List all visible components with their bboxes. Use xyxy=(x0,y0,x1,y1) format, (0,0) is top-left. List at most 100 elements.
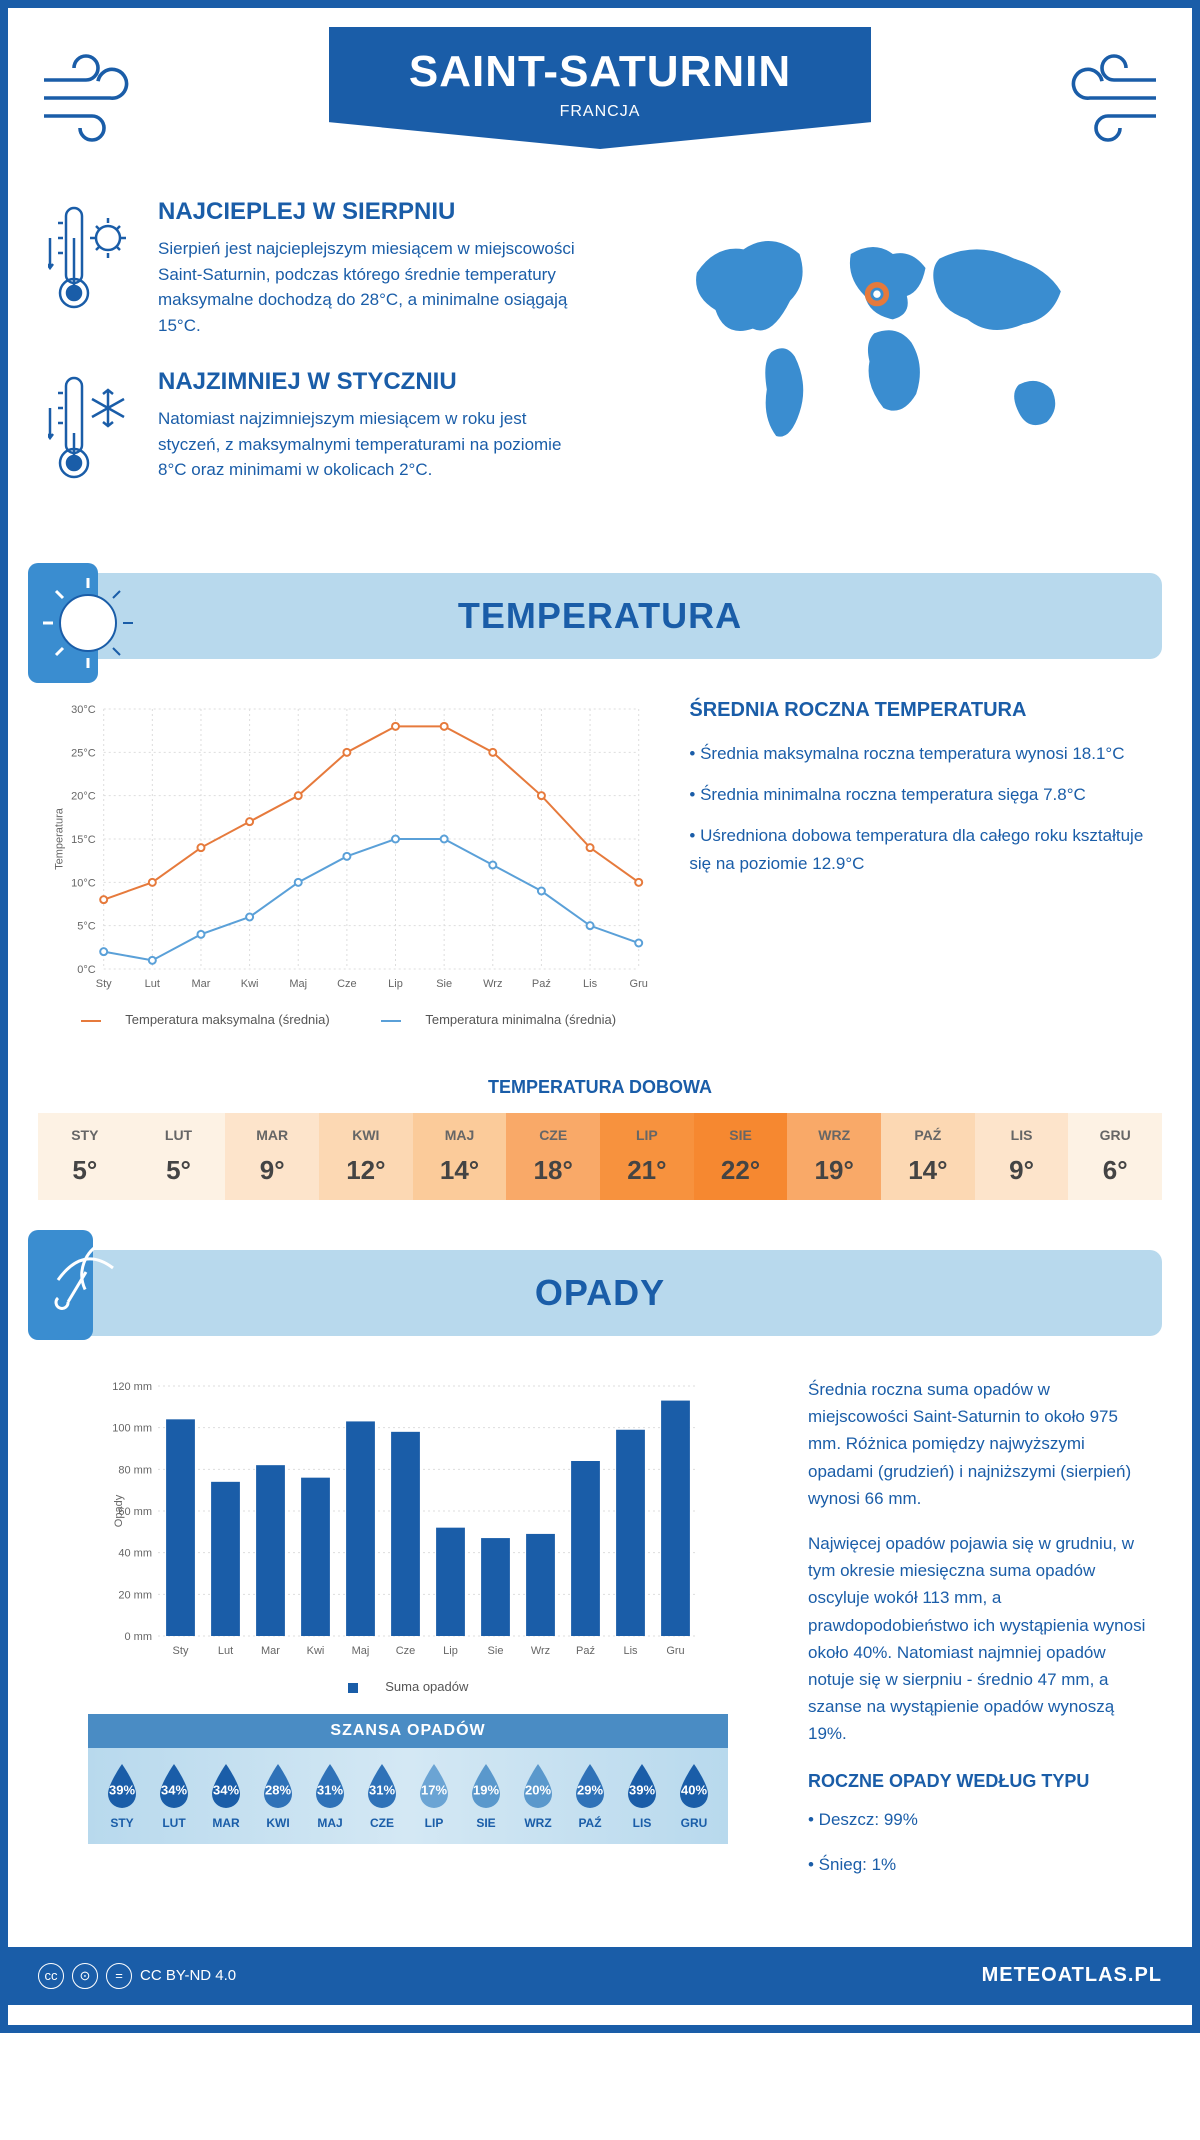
temperature-title: TEMPERATURA xyxy=(60,595,1140,637)
intro-section: NAJCIEPLEJ W SIERPNIU Sierpień jest najc… xyxy=(8,168,1192,553)
svg-text:0°C: 0°C xyxy=(77,964,96,976)
country-name: FRANCJA xyxy=(409,103,791,121)
chance-drop: 19%SIE xyxy=(460,1762,512,1830)
svg-text:5°C: 5°C xyxy=(77,921,96,933)
precip-chart: 0 mm20 mm40 mm60 mm80 mm100 mm120 mmStyL… xyxy=(48,1376,768,1897)
chance-drop: 39%STY xyxy=(96,1762,148,1830)
svg-text:40 mm: 40 mm xyxy=(118,1548,152,1560)
svg-text:Kwi: Kwi xyxy=(307,1645,325,1657)
chance-drop: 31%MAJ xyxy=(304,1762,356,1830)
precip-info: Średnia roczna suma opadów w miejscowośc… xyxy=(808,1376,1152,1897)
chance-drop: 29%PAŹ xyxy=(564,1762,616,1830)
avg-temp-title: ŚREDNIA ROCZNA TEMPERATURA xyxy=(689,699,1152,722)
cc-icon: cc xyxy=(38,1963,64,1989)
sun-icon xyxy=(28,563,148,683)
daily-cell: WRZ19° xyxy=(787,1113,881,1200)
nd-icon: = xyxy=(106,1963,132,1989)
daily-cell: MAR9° xyxy=(225,1113,319,1200)
warmest-block: NAJCIEPLEJ W SIERPNIU Sierpień jest najc… xyxy=(48,198,585,338)
thermometer-snow-icon xyxy=(48,368,138,493)
svg-text:0 mm: 0 mm xyxy=(125,1631,153,1643)
daily-cell: CZE18° xyxy=(506,1113,600,1200)
precip-type-title: ROCZNE OPADY WEDŁUG TYPU xyxy=(808,1767,1152,1796)
svg-text:Paź: Paź xyxy=(576,1645,595,1657)
precip-title: OPADY xyxy=(60,1272,1140,1314)
svg-text:80 mm: 80 mm xyxy=(118,1464,152,1476)
warmest-title: NAJCIEPLEJ W SIERPNIU xyxy=(158,198,585,226)
svg-text:Gru: Gru xyxy=(630,978,648,990)
svg-text:Sie: Sie xyxy=(436,978,452,990)
svg-text:Maj: Maj xyxy=(352,1645,370,1657)
svg-text:10°C: 10°C xyxy=(71,877,96,889)
svg-text:20°C: 20°C xyxy=(71,791,96,803)
svg-text:Lut: Lut xyxy=(145,978,160,990)
svg-text:Lip: Lip xyxy=(443,1645,458,1657)
header: SAINT-SATURNIN FRANCJA xyxy=(8,8,1192,168)
footer: cc ⊙ = CC BY-ND 4.0 METEOATLAS.PL xyxy=(8,1947,1192,2005)
svg-text:Sie: Sie xyxy=(488,1645,504,1657)
warmest-text: Sierpień jest najcieplejszym miesiącem w… xyxy=(158,236,585,338)
wind-icon-left xyxy=(38,38,158,163)
umbrella-icon xyxy=(28,1230,138,1340)
svg-text:Wrz: Wrz xyxy=(531,1645,550,1657)
svg-text:15°C: 15°C xyxy=(71,834,96,846)
coordinates: 45° 39' 38'' N — 0° 2' 39'' E xyxy=(1191,284,1200,454)
svg-text:25°C: 25°C xyxy=(71,747,96,759)
daily-cell: GRU6° xyxy=(1068,1113,1162,1200)
city-name: SAINT-SATURNIN xyxy=(409,47,791,97)
wind-icon-right xyxy=(1042,38,1162,163)
chance-drop: 34%LUT xyxy=(148,1762,200,1830)
svg-text:30°C: 30°C xyxy=(71,704,96,716)
svg-text:Sty: Sty xyxy=(173,1645,189,1657)
daily-temp-title: TEMPERATURA DOBOWA xyxy=(8,1077,1192,1098)
chance-drop: 39%LIS xyxy=(616,1762,668,1830)
svg-text:Mar: Mar xyxy=(261,1645,280,1657)
svg-text:Mar: Mar xyxy=(191,978,210,990)
title-banner: SAINT-SATURNIN FRANCJA xyxy=(329,27,871,149)
chance-drop: 40%GRU xyxy=(668,1762,720,1830)
svg-text:Maj: Maj xyxy=(289,978,307,990)
svg-text:Opady: Opady xyxy=(113,1494,125,1527)
svg-text:Lis: Lis xyxy=(623,1645,638,1657)
infographic-frame: SAINT-SATURNIN FRANCJA NAJCIEPLEJ W SIER… xyxy=(0,0,1200,2033)
world-map xyxy=(615,198,1152,478)
daily-cell: LIS9° xyxy=(975,1113,1069,1200)
precip-header: OPADY xyxy=(38,1250,1162,1336)
svg-text:Lip: Lip xyxy=(388,978,403,990)
temperature-header: TEMPERATURA xyxy=(38,573,1162,659)
svg-text:Wrz: Wrz xyxy=(483,978,502,990)
thermometer-sun-icon xyxy=(48,198,138,338)
by-icon: ⊙ xyxy=(72,1963,98,1989)
svg-text:120 mm: 120 mm xyxy=(112,1381,152,1393)
chance-drop: 20%WRZ xyxy=(512,1762,564,1830)
daily-temp-table: STY5°LUT5°MAR9°KWI12°MAJ14°CZE18°LIP21°S… xyxy=(38,1113,1162,1200)
daily-cell: KWI12° xyxy=(319,1113,413,1200)
svg-text:Cze: Cze xyxy=(337,978,357,990)
coldest-block: NAJZIMNIEJ W STYCZNIU Natomiast najzimni… xyxy=(48,368,585,493)
chance-drop: 17%LIP xyxy=(408,1762,460,1830)
chance-drop: 28%KWI xyxy=(252,1762,304,1830)
svg-text:20 mm: 20 mm xyxy=(118,1589,152,1601)
svg-text:100 mm: 100 mm xyxy=(112,1423,152,1435)
svg-text:Paź: Paź xyxy=(532,978,551,990)
coldest-text: Natomiast najzimniejszym miesiącem w rok… xyxy=(158,406,585,483)
temperature-chart: 0°C 5°C 10°C 15°C 20°C 25°C 30°C Sty Lut Mar Kwi Ma… xyxy=(48,699,649,1027)
svg-text:Cze: Cze xyxy=(396,1645,416,1657)
chart-legend: Temperatura maksymalna (średnia) Tempera… xyxy=(48,1012,649,1027)
svg-text:Gru: Gru xyxy=(666,1645,684,1657)
chance-drop: 31%CZE xyxy=(356,1762,408,1830)
svg-text:Kwi: Kwi xyxy=(241,978,259,990)
daily-cell: STY5° xyxy=(38,1113,132,1200)
daily-cell: MAJ14° xyxy=(413,1113,507,1200)
site-name: METEOATLAS.PL xyxy=(982,1964,1162,1987)
chance-drop: 34%MAR xyxy=(200,1762,252,1830)
daily-cell: PAŹ14° xyxy=(881,1113,975,1200)
daily-cell: SIE22° xyxy=(694,1113,788,1200)
license: cc ⊙ = CC BY-ND 4.0 xyxy=(38,1963,236,1989)
daily-cell: LUT5° xyxy=(132,1113,226,1200)
svg-text:Lut: Lut xyxy=(218,1645,233,1657)
avg-temp-info: ŚREDNIA ROCZNA TEMPERATURA • Średnia mak… xyxy=(689,699,1152,1027)
chance-box: SZANSA OPADÓW 39%STY34%LUT34%MAR28%KWI31… xyxy=(88,1714,728,1844)
svg-text:Sty: Sty xyxy=(96,978,112,990)
chance-title: SZANSA OPADÓW xyxy=(88,1714,728,1748)
